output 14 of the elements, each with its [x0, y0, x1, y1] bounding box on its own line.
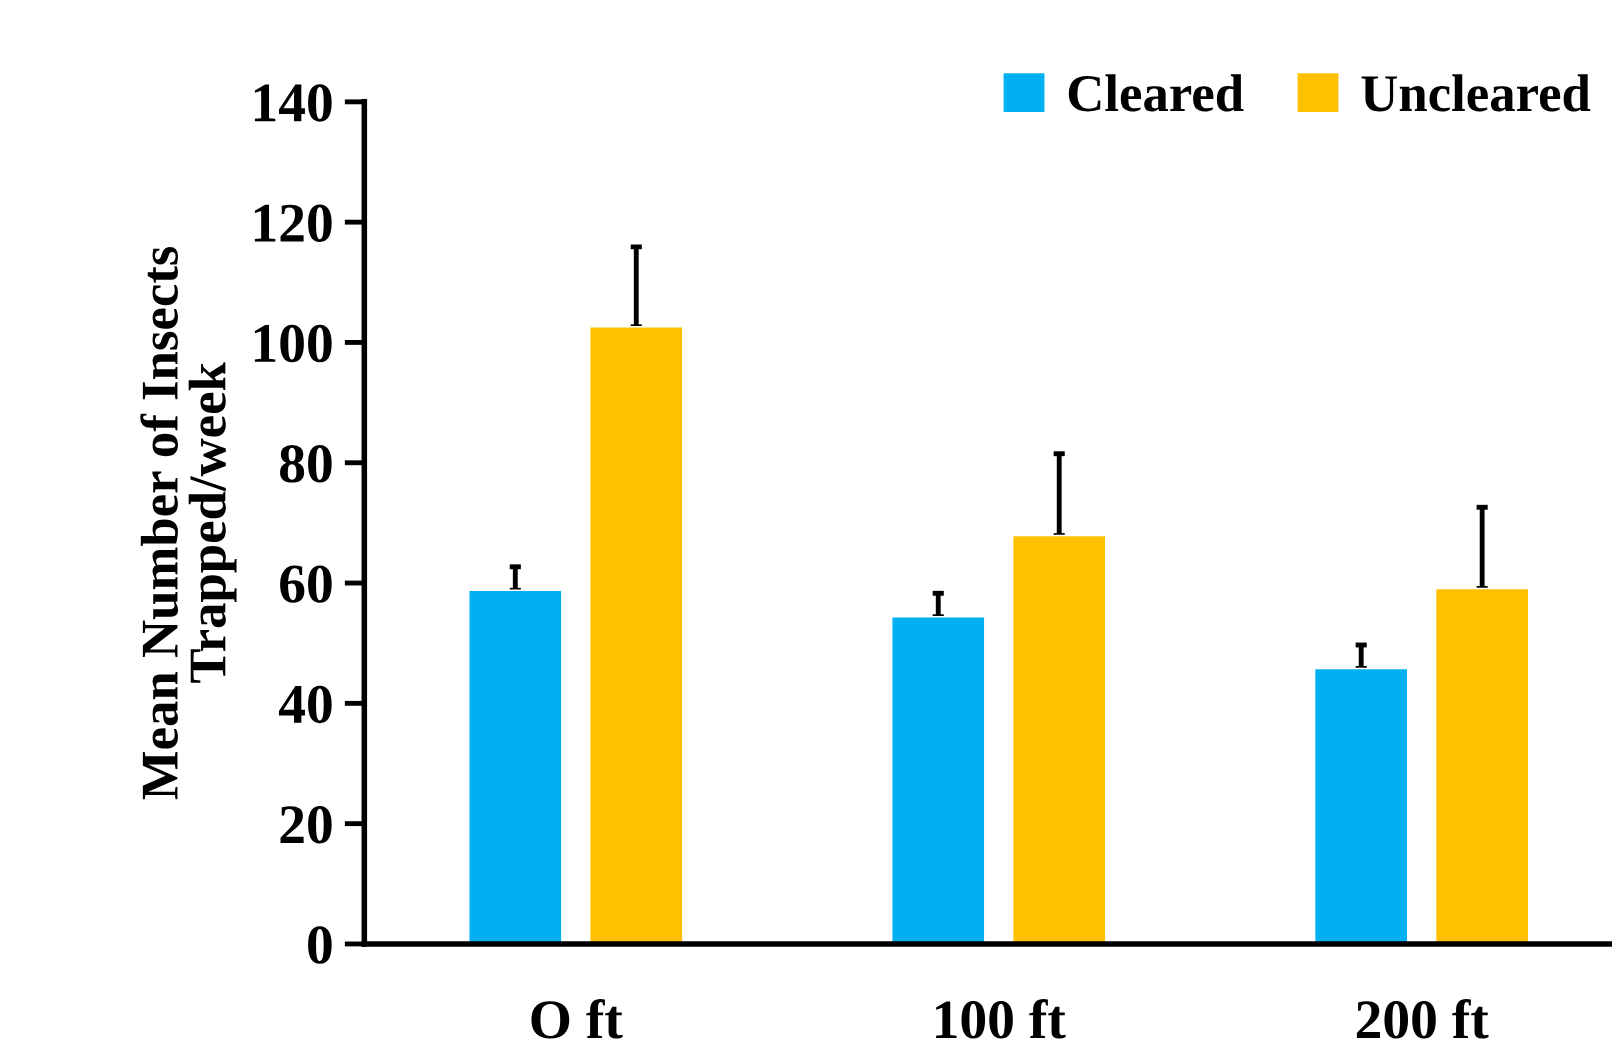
legend-label: Uncleared: [1361, 74, 1591, 112]
y-tick-label: 20: [280, 805, 332, 844]
y-tick-label: 140: [254, 84, 332, 122]
y-tick-label: 60: [280, 565, 332, 603]
x-tick-label: 100 ft: [936, 998, 1066, 1039]
x-tick-label: O ft: [531, 998, 623, 1039]
y-tick-label: 80: [280, 445, 332, 483]
y-tick-label: 100: [254, 324, 332, 363]
legend-label: Cleared: [1068, 74, 1244, 112]
y-axis-title: Mean Number of Insects Trapped/week: [140, 246, 237, 800]
y-tick-label: 40: [278, 685, 332, 724]
x-tick-label: 200 ft: [1356, 998, 1489, 1039]
y-tick-label: 0: [308, 926, 332, 964]
y-tick-label: 120: [254, 204, 332, 242]
